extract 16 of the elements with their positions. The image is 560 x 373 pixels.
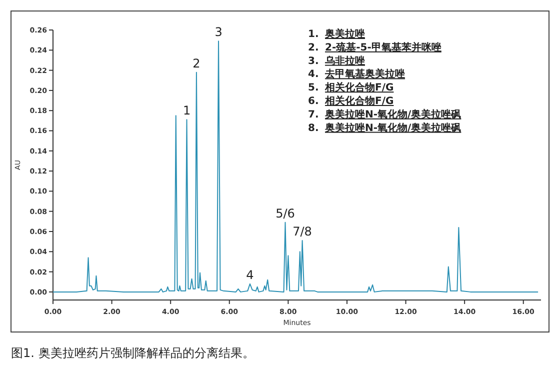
text: 图1. 奥美拉唑药片强制降解样品的分离结果。 [11, 346, 254, 360]
annotation: 8. 奥美拉唑N-氧化物/奥美拉唑砜 [308, 122, 462, 134]
annotation: 1. 奥美拉唑 [308, 28, 365, 40]
annotation: 4. 去甲氧基奥美拉唑 [308, 68, 405, 80]
annotation: 6. 相关化合物F/G [308, 95, 394, 107]
annotation: 1 [182, 104, 191, 118]
annotation: 7. 奥美拉唑N-氧化物/奥美拉唑砜 [308, 108, 462, 120]
annotation: 5/6 [276, 206, 295, 220]
annotation: 2 [192, 56, 200, 70]
annotation: 7/8 [292, 224, 312, 239]
line-series [52, 40, 539, 292]
annotation: 3. 乌非拉唑 [308, 54, 365, 67]
annotation: 5. 相关化合物F/G [308, 82, 394, 94]
annotation: 4 [246, 268, 254, 282]
annotation: 2. 2-巯基-5-甲氧基苯并咪唑 [308, 41, 442, 54]
annotation: 3 [214, 25, 222, 40]
